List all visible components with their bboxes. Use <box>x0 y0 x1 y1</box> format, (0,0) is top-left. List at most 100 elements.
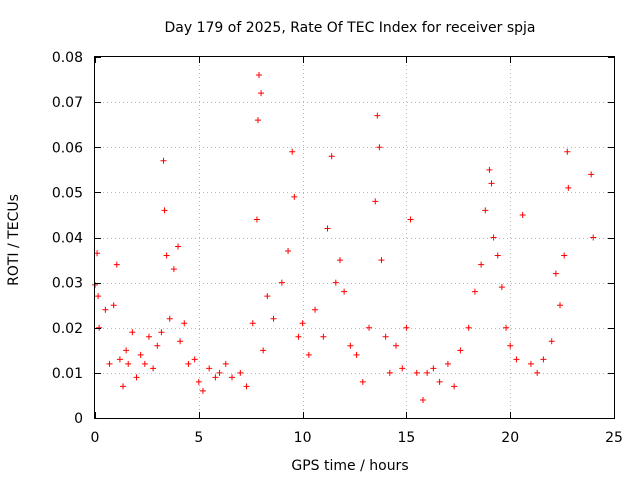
data-point <box>372 198 379 205</box>
data-point <box>513 356 520 363</box>
data-point <box>150 365 157 372</box>
data-point <box>95 293 102 300</box>
data-point <box>486 166 493 173</box>
data-point <box>399 365 406 372</box>
data-point <box>436 378 443 385</box>
data-point <box>494 252 501 259</box>
y-tick-label: 0.03 <box>52 276 83 292</box>
data-point <box>465 324 472 331</box>
data-point <box>163 252 170 259</box>
data-point <box>393 342 400 349</box>
data-point <box>565 184 572 191</box>
data-point <box>206 365 213 372</box>
y-tick-label: 0.06 <box>52 140 83 156</box>
data-point <box>347 342 354 349</box>
data-point <box>488 180 495 187</box>
data-point <box>125 360 132 367</box>
data-point <box>507 342 514 349</box>
data-point <box>175 243 182 250</box>
data-point <box>328 153 335 160</box>
data-point <box>291 193 298 200</box>
data-point <box>374 112 381 119</box>
data-point <box>94 250 101 257</box>
chart-title: Day 179 of 2025, Rate Of TEC Index for r… <box>164 20 535 36</box>
data-point <box>278 279 285 286</box>
x-tick-label: 20 <box>501 430 519 446</box>
y-axis-label: ROTI / TECUs <box>6 194 22 286</box>
data-point <box>403 324 410 331</box>
data-point <box>222 360 229 367</box>
data-point <box>341 288 348 295</box>
data-point <box>451 383 458 390</box>
data-point <box>170 266 177 273</box>
x-tick-label: 0 <box>91 430 100 446</box>
x-tick-label: 25 <box>605 430 623 446</box>
data-point <box>378 257 385 264</box>
data-point <box>141 360 148 367</box>
y-tick-label: 0.02 <box>52 321 83 337</box>
data-point <box>519 211 526 218</box>
data-point <box>154 342 161 349</box>
data-point <box>299 320 306 327</box>
data-point <box>145 333 152 340</box>
data-point <box>258 90 265 97</box>
data-point <box>588 171 595 178</box>
data-point <box>120 383 127 390</box>
data-point <box>413 369 420 376</box>
data-point <box>590 234 597 241</box>
data-point <box>498 284 505 291</box>
data-point <box>185 360 192 367</box>
data-point <box>212 374 219 381</box>
data-point <box>191 356 198 363</box>
data-point <box>561 252 568 259</box>
data-point <box>471 288 478 295</box>
data-point <box>110 302 117 309</box>
data-point <box>195 378 202 385</box>
data-point <box>129 329 136 336</box>
x-axis-label: GPS time / hours <box>291 458 408 474</box>
data-point <box>260 347 267 354</box>
y-axis-ticks: 0 0.01 0.02 0.03 0.04 0.05 0.06 0.07 0.08 <box>52 50 614 427</box>
data-point <box>102 306 109 313</box>
data-point <box>285 248 292 255</box>
x-axis-ticks: 0 5 10 15 20 25 <box>91 57 623 446</box>
data-point <box>270 315 277 322</box>
y-tick-label: 0.01 <box>52 366 83 382</box>
y-tick-label: 0.08 <box>52 50 83 66</box>
data-point <box>229 374 236 381</box>
data-point <box>295 333 302 340</box>
x-tick-label: 10 <box>294 430 312 446</box>
data-point <box>254 117 261 124</box>
data-point <box>482 207 489 214</box>
plot-frame <box>94 56 615 419</box>
data-point <box>557 302 564 309</box>
data-point <box>376 144 383 151</box>
data-point <box>264 293 271 300</box>
data-point <box>96 324 103 331</box>
x-tick-label: 5 <box>194 430 203 446</box>
x-tick-label: 15 <box>397 430 415 446</box>
data-point <box>161 207 168 214</box>
data-point <box>289 148 296 155</box>
y-tick-label: 0.04 <box>52 231 83 247</box>
data-point <box>424 369 431 376</box>
data-point <box>177 338 184 345</box>
data-point <box>353 351 360 358</box>
data-point <box>430 365 437 372</box>
data-point <box>420 396 427 403</box>
data-point <box>113 261 120 268</box>
data-point <box>137 351 144 358</box>
data-point <box>534 369 541 376</box>
y-tick-label: 0.05 <box>52 185 83 201</box>
data-point <box>158 329 165 336</box>
data-point <box>106 360 113 367</box>
data-point <box>320 333 327 340</box>
data-point <box>166 315 173 322</box>
data-point <box>366 324 373 331</box>
data-point <box>564 148 571 155</box>
data-point <box>312 306 319 313</box>
data-point <box>386 369 393 376</box>
data-point <box>359 378 366 385</box>
